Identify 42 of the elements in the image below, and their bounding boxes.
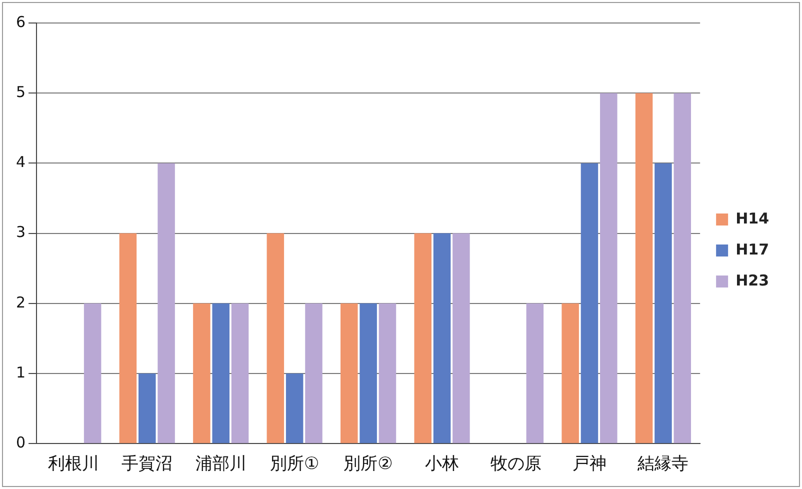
legend-label: H14 bbox=[736, 209, 770, 228]
y-tick-label: 6 bbox=[16, 12, 26, 31]
x-tick-label: 結縁寺 bbox=[636, 454, 689, 474]
bar bbox=[600, 93, 618, 444]
bar bbox=[580, 163, 598, 444]
legend-label: H17 bbox=[736, 240, 770, 258]
bar bbox=[138, 374, 156, 444]
bar bbox=[360, 303, 377, 444]
x-tick-label: 牧の原 bbox=[490, 454, 542, 474]
bar bbox=[414, 233, 432, 444]
x-tick-label: 利根川 bbox=[48, 454, 99, 474]
y-tick-label: 5 bbox=[16, 82, 26, 101]
bar bbox=[635, 93, 653, 444]
x-tick-label: 手賀沼 bbox=[122, 454, 173, 474]
bar bbox=[562, 303, 579, 444]
bar bbox=[654, 163, 672, 444]
bar bbox=[674, 93, 692, 444]
bar bbox=[340, 303, 358, 444]
y-tick-label: 4 bbox=[16, 153, 26, 172]
y-tick-label: 2 bbox=[16, 293, 26, 312]
bar bbox=[452, 233, 470, 444]
bar bbox=[378, 303, 396, 444]
bar bbox=[84, 303, 102, 444]
bar bbox=[266, 233, 284, 444]
y-tick-label: 3 bbox=[16, 223, 26, 242]
x-tick-label: 小林 bbox=[425, 454, 460, 474]
bar bbox=[286, 374, 304, 444]
bar bbox=[158, 163, 175, 444]
legend-label: H23 bbox=[736, 271, 770, 290]
x-tick-label: 戸神 bbox=[572, 454, 606, 474]
bar bbox=[212, 303, 230, 444]
bar bbox=[526, 303, 544, 444]
bar bbox=[119, 233, 137, 444]
bar bbox=[305, 303, 322, 444]
y-tick-label: 1 bbox=[16, 363, 26, 382]
bar bbox=[231, 303, 249, 444]
x-tick-label: 別所① bbox=[270, 454, 320, 474]
x-tick-label: 浦部川 bbox=[195, 454, 246, 474]
bar bbox=[193, 303, 210, 444]
y-tick-label: 0 bbox=[16, 433, 26, 452]
x-tick-label: 別所② bbox=[344, 454, 393, 474]
bar bbox=[433, 233, 451, 444]
